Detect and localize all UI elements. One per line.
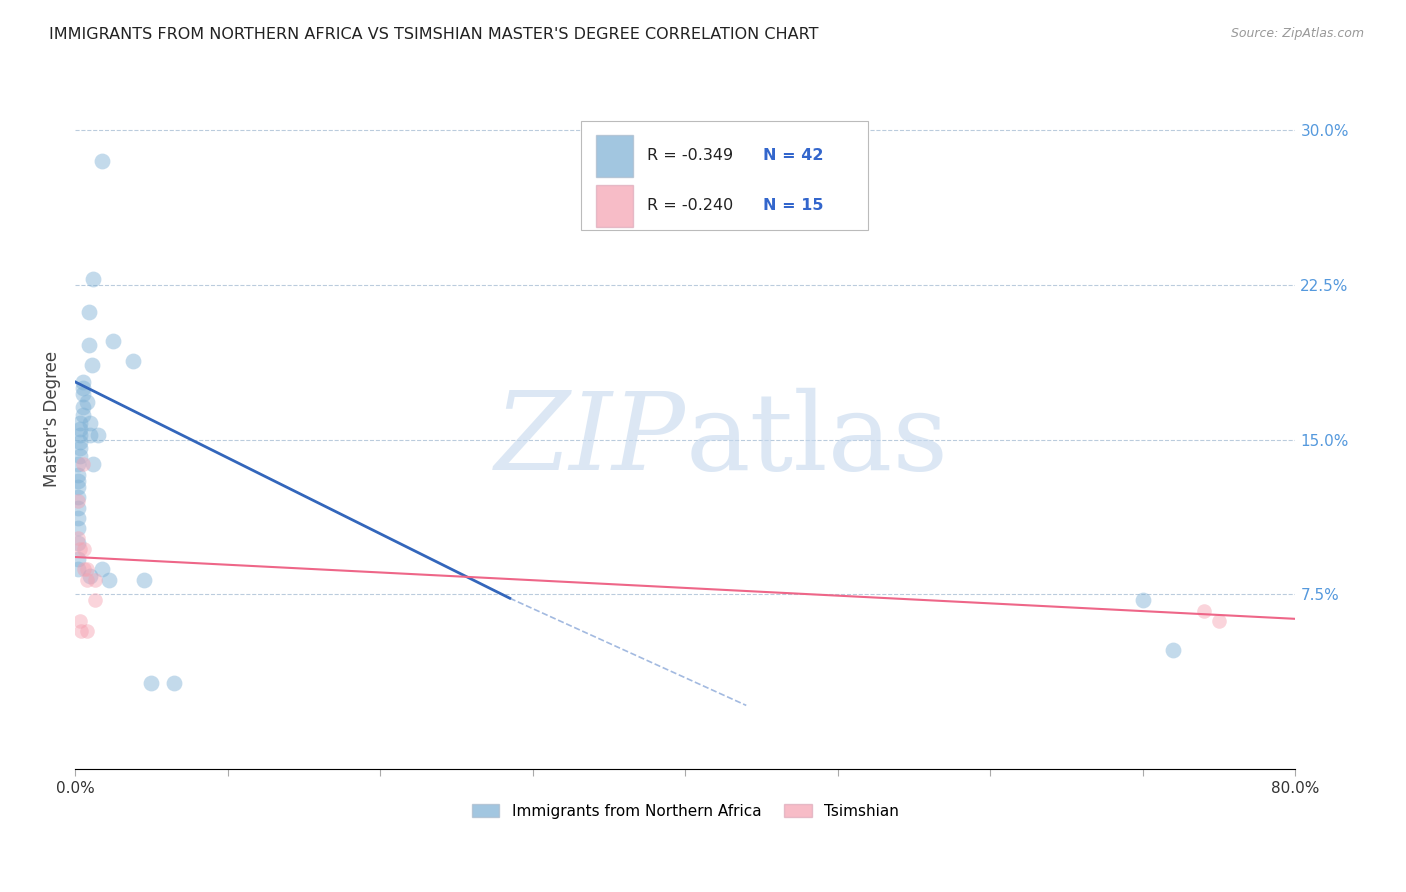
Point [77, 304, 100, 318]
Point [163, 675, 186, 690]
Text: IMMIGRANTS FROM NORTHERN AFRICA VS TSIMSHIAN MASTER'S DEGREE CORRELATION CHART: IMMIGRANTS FROM NORTHERN AFRICA VS TSIMS… [49, 27, 818, 42]
Point [69, 428, 91, 442]
Point [73, 541, 96, 556]
Point [1163, 642, 1185, 657]
Point [72, 387, 94, 401]
Point [67, 457, 90, 471]
Point [67, 490, 90, 504]
Text: R = -0.240: R = -0.240 [647, 198, 734, 213]
FancyBboxPatch shape [596, 135, 633, 177]
Point [101, 334, 124, 348]
Point [72, 457, 94, 471]
Point [67, 474, 90, 488]
FancyBboxPatch shape [596, 185, 633, 227]
Text: N = 15: N = 15 [763, 198, 824, 213]
Point [69, 541, 91, 556]
Point [83, 593, 105, 607]
Point [69, 422, 91, 436]
FancyBboxPatch shape [582, 121, 869, 230]
Point [67, 532, 90, 546]
Point [1192, 604, 1215, 618]
Point [69, 416, 91, 430]
Point [67, 552, 90, 566]
Point [82, 457, 104, 471]
Point [141, 675, 163, 690]
Point [72, 381, 94, 395]
Text: Source: ZipAtlas.com: Source: ZipAtlas.com [1230, 27, 1364, 40]
Point [1132, 593, 1154, 607]
Point [83, 573, 105, 587]
Point [73, 562, 96, 576]
Text: atlas: atlas [685, 387, 948, 492]
Point [132, 573, 155, 587]
Point [70, 624, 93, 639]
Text: ZIP: ZIP [495, 387, 685, 492]
Point [91, 154, 114, 169]
Point [79, 428, 101, 442]
Point [67, 562, 90, 576]
Point [69, 614, 91, 628]
Legend: Immigrants from Northern Africa, Tsimshian: Immigrants from Northern Africa, Tsimshi… [465, 797, 905, 825]
Point [72, 408, 94, 422]
Point [72, 400, 94, 414]
Point [67, 480, 90, 494]
Point [1208, 614, 1230, 628]
Point [76, 573, 98, 587]
Point [67, 521, 90, 535]
Y-axis label: Master's Degree: Master's Degree [44, 351, 60, 487]
Text: N = 42: N = 42 [763, 148, 824, 163]
Point [76, 562, 98, 576]
Point [67, 467, 90, 482]
Point [67, 535, 90, 549]
Point [79, 416, 101, 430]
Point [122, 354, 145, 368]
Point [87, 428, 110, 442]
Point [80, 359, 103, 373]
Point [69, 449, 91, 463]
Point [97, 573, 120, 587]
Point [82, 272, 104, 286]
Point [77, 337, 100, 351]
Point [76, 624, 98, 639]
Point [67, 494, 90, 508]
Point [69, 441, 91, 455]
Point [67, 500, 90, 515]
Point [76, 395, 98, 409]
Point [69, 434, 91, 449]
Point [91, 562, 114, 576]
Text: R = -0.349: R = -0.349 [647, 148, 734, 163]
Point [72, 375, 94, 389]
Point [79, 568, 101, 582]
Point [67, 511, 90, 525]
